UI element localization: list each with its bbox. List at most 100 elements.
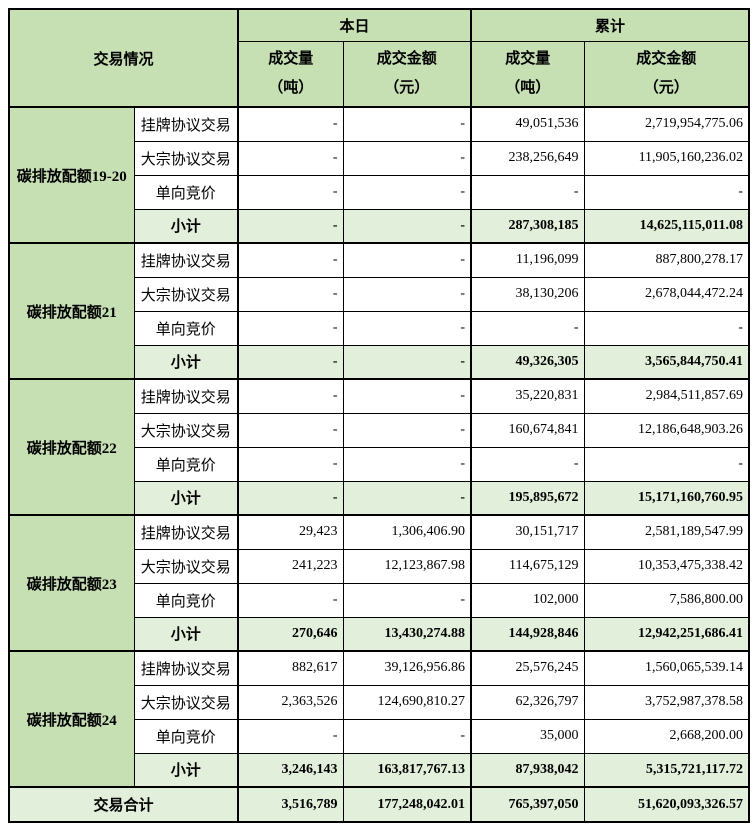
header-row-measures: 成交量 （吨） 成交金额 （元） 成交量 （吨） 成交金额 （元）	[9, 40, 750, 108]
today-amount-cell: -	[342, 174, 472, 210]
today-volume-cell: -	[237, 208, 344, 244]
row-type-label: 小计	[133, 752, 239, 788]
cum-volume-cell: 25,576,245	[470, 650, 585, 686]
total-today-volume-cell: 3,516,789	[237, 786, 344, 823]
table-row: 单向竞价 - - - -	[9, 446, 750, 482]
today-amount-cell: -	[342, 412, 472, 448]
row-type-label: 挂牌协议交易	[133, 242, 239, 278]
today-amount-cell: 13,430,274.88	[342, 616, 472, 652]
today-amount-cell: -	[342, 310, 472, 346]
today-volume-cell: 29,423	[237, 514, 344, 550]
cum-amount-cell: 14,625,115,011.08	[583, 208, 750, 244]
table-row: 碳排放配额23 挂牌协议交易 29,423 1,306,406.90 30,151,71…	[8, 514, 750, 652]
volume-unit-label: （吨）	[505, 79, 551, 96]
cum-volume-cell: 287,308,185	[470, 208, 585, 244]
subtotal-row: 小计 - -287,308,185 14,625,115,011.08	[9, 208, 750, 244]
cum-volume-cell: 35,000	[470, 718, 585, 754]
table-row: 大宗协议交易 - -238,256,649 11,905,160,236.02	[9, 140, 750, 176]
table-row: 碳排放配额19-20 挂牌协议交易 - -49,051,536 2,719,954,77…	[8, 106, 750, 244]
today-amount-cell: -	[342, 140, 472, 176]
table-row: 单向竞价 - - - -	[9, 174, 750, 210]
today-amount-cell: 1,306,406.90	[342, 514, 472, 550]
subtotal-row: 小计 3,246,143 163,817,767.13 87,938,042 5,315…	[9, 752, 750, 788]
today-amount-cell: 163,817,767.13	[342, 752, 472, 788]
cum-volume-cell: 87,938,042	[470, 752, 585, 788]
cum-volume-cell: 35,220,831	[470, 378, 585, 414]
table-row: 单向竞价 - -102,000 7,586,800.00	[9, 582, 750, 618]
today-amount-cell: -	[342, 480, 472, 516]
subtotal-row: 小计 - -195,895,672 15,171,160,760.95	[9, 480, 750, 516]
cum-amount-cell: 887,800,278.17	[583, 242, 750, 278]
row-type-label: 小计	[133, 616, 239, 652]
cum-volume-cell: 102,000	[470, 582, 585, 618]
cum-amount-cell: 2,668,200.00	[583, 718, 750, 754]
today-volume-cell: -	[237, 480, 344, 516]
today-volume-cell: -	[237, 344, 344, 380]
table-header: 交易情况 本日 累计 成交量 （吨） 成交金额 （元） 成交量 （吨） 成交金额…	[8, 8, 750, 108]
row-type-label: 大宗协议交易	[133, 548, 239, 584]
today-volume-cell: -	[237, 140, 344, 176]
today-amount-cell: 39,126,956.86	[342, 650, 472, 686]
table-body: 碳排放配额19-20 挂牌协议交易 - -49,051,536 2,719,954,77…	[8, 106, 750, 823]
amount-label: 成交金额	[636, 50, 697, 67]
cum-amount-cell: -	[583, 174, 750, 210]
group-label: 碳排放配额19-20	[8, 106, 135, 244]
today-amount-cell: -	[342, 446, 472, 482]
table-row: 大宗协议交易 - -160,674,841 12,186,648,903.26	[9, 412, 750, 448]
cum-volume-cell: -	[470, 310, 585, 346]
cum-amount-cell: 7,586,800.00	[583, 582, 750, 618]
header-cumulative: 累计	[470, 8, 750, 42]
amount-unit-label: （元）	[643, 79, 689, 96]
table-row: 大宗协议交易 2,363,526 124,690,810.27 62,326,797 3…	[9, 684, 750, 720]
table-row: 单向竞价 - - - -	[9, 310, 750, 346]
today-amount-cell: -	[342, 582, 472, 618]
cum-amount-cell: 2,984,511,857.69	[583, 378, 750, 414]
today-amount-cell: -	[342, 242, 472, 278]
header-today-amount: 成交金额 （元）	[342, 40, 472, 108]
row-type-label: 大宗协议交易	[133, 276, 239, 312]
header-row-sections: 交易情况 本日 累计	[8, 8, 750, 108]
table-row: 碳排放配额22 挂牌协议交易 - -35,220,831 2,984,511,857.6…	[8, 378, 750, 516]
cum-amount-cell: 10,353,475,338.42	[583, 548, 750, 584]
row-type-label: 小计	[133, 344, 239, 380]
today-volume-cell: 2,363,526	[237, 684, 344, 720]
row-type-label: 单向竞价	[133, 174, 239, 210]
cum-volume-cell: 49,051,536	[470, 106, 585, 142]
cum-volume-cell: 160,674,841	[470, 412, 585, 448]
today-volume-cell: 3,246,143	[237, 752, 344, 788]
cum-amount-cell: 3,565,844,750.41	[583, 344, 750, 380]
cum-volume-cell: 238,256,649	[470, 140, 585, 176]
today-volume-cell: -	[237, 378, 344, 414]
row-type-label: 大宗协议交易	[133, 412, 239, 448]
total-label: 交易合计	[8, 786, 239, 823]
today-volume-cell: -	[237, 174, 344, 210]
row-type-label: 挂牌协议交易	[133, 650, 239, 686]
table-row: 碳排放配额24 挂牌协议交易 882,617 39,126,956.86 25,576,…	[8, 650, 750, 788]
row-type-label: 单向竞价	[133, 718, 239, 754]
group-label: 碳排放配额23	[8, 514, 135, 652]
today-amount-cell: 124,690,810.27	[342, 684, 472, 720]
header-cum-volume: 成交量 （吨）	[470, 40, 585, 108]
today-amount-cell: -	[342, 344, 472, 380]
total-row: 交易合计 3,516,789 177,248,042.01 765,397,050 51…	[8, 786, 750, 823]
cum-volume-cell: 30,151,717	[470, 514, 585, 550]
cum-amount-cell: 3,752,987,378.58	[583, 684, 750, 720]
row-type-label: 单向竞价	[133, 582, 239, 618]
cum-amount-cell: 12,942,251,686.41	[583, 616, 750, 652]
volume-unit-label: （吨）	[268, 79, 314, 96]
today-volume-cell: -	[237, 582, 344, 618]
today-volume-cell: -	[237, 242, 344, 278]
today-amount-cell: -	[342, 208, 472, 244]
row-type-label: 单向竞价	[133, 310, 239, 346]
amount-label: 成交金额	[376, 50, 437, 67]
today-volume-cell: 882,617	[237, 650, 344, 686]
cum-amount-cell: 11,905,160,236.02	[583, 140, 750, 176]
subtotal-row: 小计 - -49,326,305 3,565,844,750.41	[9, 344, 750, 380]
volume-label: 成交量	[505, 50, 551, 67]
cum-volume-cell: 38,130,206	[470, 276, 585, 312]
today-amount-cell: -	[342, 378, 472, 414]
cum-amount-cell: -	[583, 310, 750, 346]
cum-amount-cell: 1,560,065,539.14	[583, 650, 750, 686]
carbon-trading-table: 交易情况 本日 累计 成交量 （吨） 成交金额 （元） 成交量 （吨） 成交金额…	[8, 8, 751, 823]
amount-unit-label: （元）	[384, 79, 430, 96]
